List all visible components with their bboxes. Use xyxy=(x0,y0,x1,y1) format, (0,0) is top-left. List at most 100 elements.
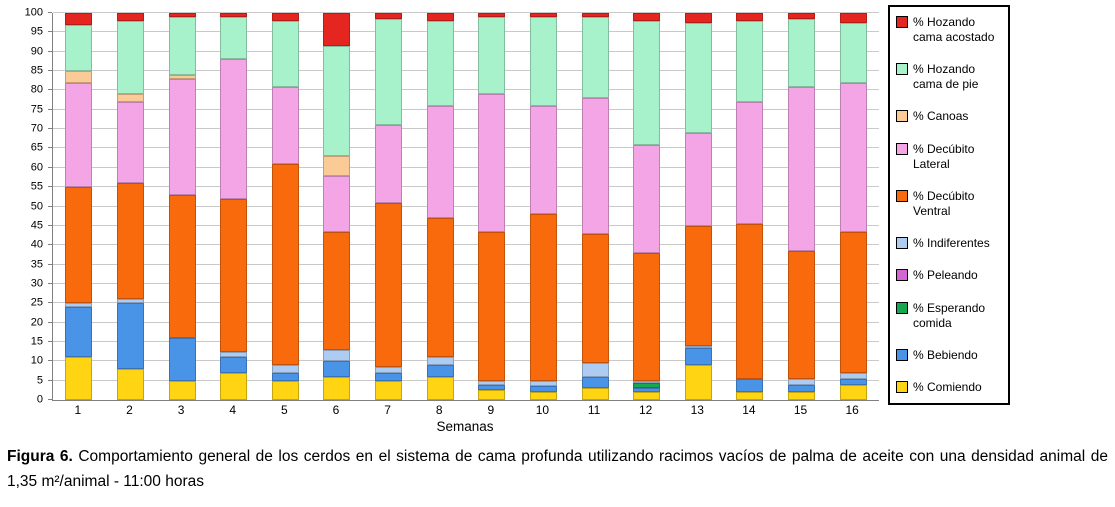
bar-segment xyxy=(633,388,661,393)
bar-segment xyxy=(323,175,351,232)
bar-segment xyxy=(220,351,248,358)
stacked-bar xyxy=(168,13,196,400)
bar-segment xyxy=(271,13,299,21)
x-tick-label: 11 xyxy=(587,403,601,417)
bar-segment xyxy=(65,303,93,308)
bar-segment xyxy=(684,22,712,133)
bar-segment xyxy=(116,369,144,400)
bar-segment xyxy=(323,45,351,157)
bar-week-9 xyxy=(466,13,518,400)
y-tick xyxy=(48,282,52,284)
bar-segment xyxy=(220,357,248,373)
bar-segment xyxy=(581,363,609,377)
bar-segment xyxy=(633,382,661,389)
bar-week-2 xyxy=(105,13,157,400)
bar-segment xyxy=(323,349,351,362)
bar-segment xyxy=(839,384,867,400)
bar-segment xyxy=(684,345,712,348)
y-tick xyxy=(48,302,52,304)
bar-segment xyxy=(271,372,299,381)
y-tick xyxy=(48,166,52,168)
bar-segment xyxy=(684,13,712,23)
stacked-bar xyxy=(375,13,403,400)
bar-segment xyxy=(633,252,661,381)
y-tick-label: 25 xyxy=(30,296,43,309)
y-tick-label: 85 xyxy=(30,64,43,77)
bar-week-7 xyxy=(363,13,415,400)
bar-segment xyxy=(684,133,712,226)
bar-segment xyxy=(478,390,506,400)
y-tick xyxy=(48,340,52,342)
bar-week-6 xyxy=(311,13,363,400)
stacked-bar xyxy=(65,13,93,400)
legend-item: % Hozando cama acostado xyxy=(896,15,1003,45)
stacked-bar xyxy=(220,13,248,400)
gridline xyxy=(53,70,879,72)
bar-segment xyxy=(271,365,299,373)
bar-segment xyxy=(375,380,403,400)
y-tick-label: 75 xyxy=(30,103,43,116)
y-tick-label: 90 xyxy=(30,45,43,58)
x-tick-label: 13 xyxy=(690,403,704,417)
bar-segment xyxy=(633,144,661,253)
bar-segment xyxy=(633,392,661,400)
gridline xyxy=(53,224,879,226)
legend-label: % Indiferentes xyxy=(913,236,990,251)
x-tick-label: 6 xyxy=(332,403,340,417)
bar-segment xyxy=(633,20,661,145)
stacked-bar xyxy=(684,13,712,400)
y-tick xyxy=(48,31,52,33)
bar-segment xyxy=(426,105,454,219)
legend-swatch xyxy=(896,269,908,282)
gridline xyxy=(53,89,879,91)
x-tick-label: 5 xyxy=(280,403,288,417)
y-axis: 0 5 10 15 20 25 30 35 40 45 50 55 60 65 70 75 80 85 90 95 10… xyxy=(0,7,52,405)
bar-segment xyxy=(581,13,609,17)
bar-segment xyxy=(116,303,144,370)
bar-segment xyxy=(788,392,816,400)
bar-segment xyxy=(65,357,93,400)
x-tick-label: 8 xyxy=(435,403,443,417)
caption-text: Comportamiento general de los cerdos en … xyxy=(7,448,1108,491)
bar-segment xyxy=(684,225,712,346)
legend-swatch xyxy=(896,110,908,123)
bar-segment xyxy=(375,372,403,381)
legend-label: % Hozando cama acostado xyxy=(913,15,995,44)
bar-segment xyxy=(478,380,506,385)
legend-item: % Indiferentes xyxy=(896,236,1003,251)
bar-segment xyxy=(375,18,403,126)
stacked-bar xyxy=(116,13,144,400)
bar-segment xyxy=(788,251,816,379)
gridline xyxy=(53,128,879,130)
stacked-bar xyxy=(529,13,557,400)
y-tick-label: 80 xyxy=(30,83,43,96)
bar-segment xyxy=(633,380,661,383)
bar-segment xyxy=(839,378,867,385)
gridline xyxy=(53,282,879,284)
bar-segment xyxy=(839,82,867,232)
y-tick xyxy=(48,321,52,323)
y-tick xyxy=(48,12,52,13)
bar-segment xyxy=(478,384,506,391)
y-tick xyxy=(48,108,52,110)
bar-segment xyxy=(375,13,403,19)
bar-segment xyxy=(581,16,609,99)
x-tick-label: 12 xyxy=(639,403,653,417)
bar-segment xyxy=(220,59,248,199)
gridline xyxy=(53,108,879,110)
legend-item: % Bebiendo xyxy=(896,348,1003,363)
figure-caption: Figura 6. Comportamiento general de los … xyxy=(7,444,1108,494)
gridline xyxy=(53,263,879,265)
bar-segment xyxy=(168,78,196,195)
legend-label: % Esperando comida xyxy=(913,300,986,330)
y-tick xyxy=(48,263,52,265)
bar-week-16 xyxy=(827,13,879,400)
legend-swatch xyxy=(896,237,908,250)
stacked-bar xyxy=(581,13,609,400)
bar-segment xyxy=(116,102,144,184)
bar-segment xyxy=(736,13,764,21)
bar-week-15 xyxy=(776,13,828,400)
legend-swatch xyxy=(896,142,908,155)
legend-item: % Decúbito Ventral xyxy=(896,189,1003,219)
bar-segment xyxy=(220,13,248,17)
